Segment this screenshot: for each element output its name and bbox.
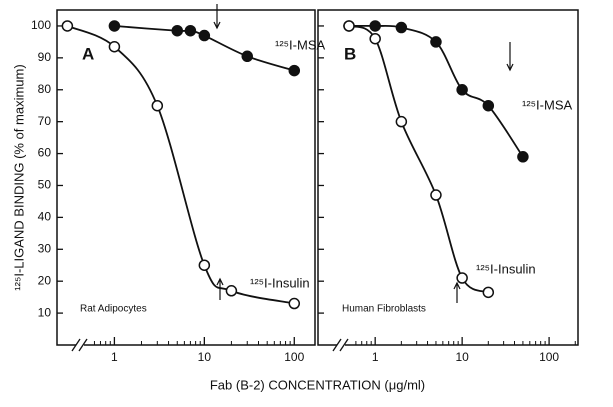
data-point — [369, 20, 381, 32]
arrow-head — [213, 21, 221, 30]
data-point — [288, 297, 301, 310]
data-point — [369, 32, 381, 45]
y-tick-label: 20 — [38, 273, 52, 287]
data-point — [482, 286, 495, 299]
plot-frame — [56, 9, 316, 346]
data-point — [517, 151, 529, 163]
y-tick-label: 40 — [38, 210, 52, 224]
data-point — [395, 115, 408, 128]
data-point — [430, 36, 442, 48]
axis-break-gap — [76, 339, 84, 351]
fit-curve — [67, 25, 295, 305]
arrow-head — [506, 63, 514, 72]
axis-break — [332, 338, 342, 352]
axis-break — [71, 338, 81, 352]
data-point — [343, 20, 355, 32]
arrow-head — [453, 281, 461, 290]
series-label: ¹²⁵I-MSA — [275, 37, 325, 52]
panel-note: Human Fibroblasts — [342, 304, 426, 315]
data-point — [108, 40, 121, 53]
x-tick-label: 10 — [198, 350, 212, 364]
x-tick-label: 10 — [455, 350, 469, 364]
data-point — [171, 24, 184, 37]
data-point — [198, 29, 211, 42]
x-tick-label: 100 — [539, 350, 559, 364]
x-axis-title: Fab (B-2) CONCENTRATION (μg/ml) — [210, 377, 425, 392]
data-point — [456, 84, 468, 96]
y-tick-label: 30 — [38, 241, 52, 255]
x-tick-label: 100 — [284, 350, 304, 364]
data-point — [241, 50, 253, 63]
series-label: ¹²⁵I-Insulin — [476, 261, 536, 276]
y-tick-label: 80 — [38, 82, 52, 96]
fit-curve — [348, 25, 489, 294]
data-point — [225, 285, 238, 297]
data-point — [198, 259, 211, 271]
panel-letter: A — [82, 44, 94, 63]
y-axis-title: ¹²⁵I-LIGAND BINDING (% of maximum) — [11, 64, 26, 290]
data-point — [61, 20, 74, 32]
y-tick-label: 90 — [38, 50, 52, 64]
y-tick-label: 60 — [38, 146, 52, 160]
panel-letter: B — [344, 44, 356, 63]
data-point — [456, 272, 468, 284]
y-tick-label: 10 — [38, 305, 52, 319]
plot-frame — [317, 9, 579, 346]
data-point — [395, 21, 408, 34]
y-tick-label: 70 — [38, 114, 52, 128]
axis-break — [339, 338, 349, 352]
x-tick-label: 1 — [111, 350, 118, 364]
data-point — [108, 20, 121, 32]
y-tick-label: 50 — [38, 178, 52, 192]
series-label: ¹²⁵I-Insulin — [250, 275, 310, 290]
data-point — [184, 24, 197, 37]
data-point — [482, 99, 495, 112]
data-point — [430, 189, 442, 201]
panel-note: Rat Adipocytes — [80, 304, 147, 315]
series-label: ¹²⁵I-MSA — [522, 97, 572, 112]
arrow-head — [216, 277, 224, 286]
x-tick-label: 1 — [372, 350, 379, 364]
data-point — [151, 99, 164, 112]
axis-break — [78, 338, 88, 352]
y-tick-label: 100 — [31, 18, 51, 32]
axis-break-gap — [337, 339, 345, 351]
data-point — [288, 64, 301, 77]
